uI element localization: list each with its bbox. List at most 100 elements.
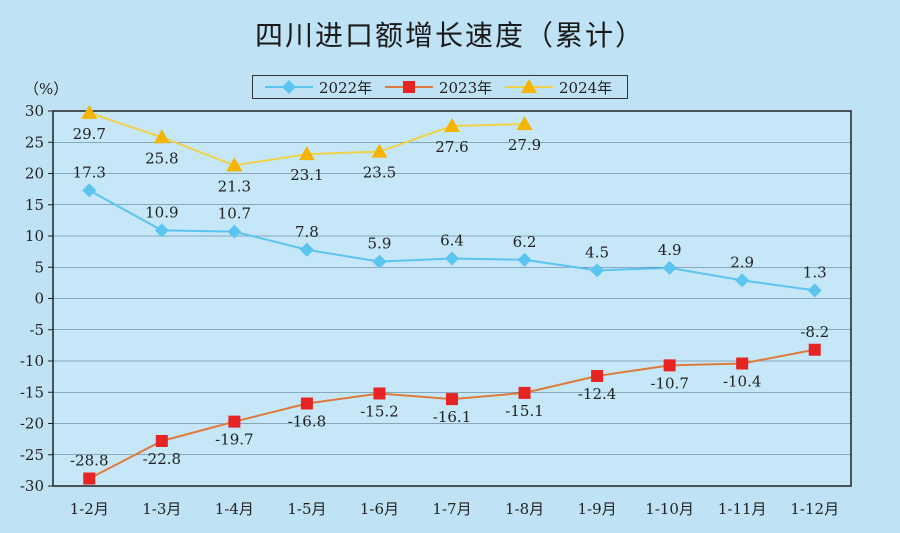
data-point [83, 472, 96, 485]
data-label: -16.1 [433, 408, 471, 426]
data-point [516, 116, 533, 131]
data-label: 21.3 [218, 177, 251, 195]
data-label: 29.7 [73, 125, 106, 143]
data-label: 17.3 [73, 163, 106, 181]
y-tick-label: -5 [29, 321, 44, 339]
x-tick-label: 1-8月 [505, 500, 544, 518]
legend-item: 2023年 [385, 79, 492, 97]
data-point [446, 393, 458, 406]
legend-item: 2022年 [265, 79, 372, 97]
data-label: -10.4 [723, 373, 761, 391]
data-point [372, 254, 387, 269]
data-point [226, 157, 243, 172]
data-label: 23.1 [290, 166, 323, 184]
data-label: -28.8 [70, 452, 108, 470]
data-point [517, 252, 532, 267]
data-label: -10.7 [650, 374, 688, 392]
y-tick-label: -15 [20, 383, 44, 401]
legend-marker [282, 80, 296, 94]
data-point [81, 104, 98, 119]
y-axis-unit-label: （%） [24, 80, 69, 98]
y-tick-label: -30 [20, 477, 44, 495]
y-tick-label: 10 [25, 227, 44, 245]
data-label: 27.9 [508, 136, 541, 154]
data-point [299, 242, 314, 257]
data-point [153, 129, 170, 144]
plot-border [52, 110, 852, 487]
data-label: 10.7 [218, 205, 251, 223]
data-point [445, 251, 459, 266]
y-tick-label: 20 [25, 165, 44, 183]
data-label: 27.6 [435, 138, 468, 156]
data-point [373, 387, 386, 400]
y-tick-label: 15 [25, 196, 44, 214]
data-point [590, 263, 605, 278]
x-tick-label: 1-4月 [215, 500, 254, 518]
y-tick-label: -20 [20, 415, 44, 433]
x-tick-label: 1-6月 [360, 500, 399, 518]
x-tick-label: 1-10月 [645, 500, 694, 518]
data-label: -22.8 [143, 450, 181, 468]
data-point [82, 183, 97, 198]
data-label: 10.9 [145, 203, 178, 221]
data-point [736, 357, 749, 370]
data-point [227, 224, 242, 239]
data-label: 2.9 [730, 253, 754, 271]
data-point [300, 397, 313, 410]
data-point [591, 370, 604, 382]
data-label: 4.5 [585, 243, 609, 261]
series-2023年: -28.8 -22.8 -19.7 -16.8 -15.2 -16.1 -15.1 -12.4… [70, 323, 829, 485]
y-tick-label: -25 [20, 446, 44, 464]
series-2024年: 29.7 25.8 21.3 23.1 23.5 27.6 27.9 [73, 104, 541, 195]
data-label: -16.8 [288, 413, 326, 431]
data-point [371, 143, 388, 158]
legend-marker [403, 81, 415, 93]
data-label: 6.2 [513, 233, 537, 251]
x-tick-label: 1-3月 [142, 500, 181, 518]
y-tick-label: 0 [34, 290, 44, 308]
data-label: 23.5 [363, 164, 396, 182]
data-label: 25.8 [145, 149, 178, 167]
chart-title: 四川进口额增长速度（累计） [254, 19, 645, 52]
y-tick-label: 25 [25, 133, 44, 151]
data-point [663, 359, 676, 372]
data-point [735, 273, 750, 288]
data-point [444, 118, 460, 132]
y-tick-label: 5 [34, 258, 44, 276]
x-tick-label: 1-11月 [718, 500, 767, 518]
data-point [298, 146, 315, 161]
data-label: 6.4 [440, 232, 464, 250]
x-tick-label: 1-7月 [432, 500, 471, 518]
data-point [518, 386, 531, 399]
x-tick-label: 1-9月 [578, 500, 617, 518]
y-tick-label: 30 [25, 102, 44, 120]
legend-item: 2024年 [505, 79, 612, 97]
data-label: -12.4 [578, 385, 616, 403]
series-2022年: 17.3 10.9 10.7 7.8 5.9 6.4 6.2 4.5 4.9 2.9 1.3 [73, 163, 827, 298]
data-point [807, 283, 822, 298]
legend-label: 2023年 [439, 79, 492, 97]
data-point [155, 435, 168, 447]
data-label: -15.2 [360, 403, 398, 421]
y-tick-label: -10 [20, 352, 44, 370]
data-label: -15.1 [505, 402, 543, 420]
data-label: -8.2 [800, 323, 829, 341]
data-label: 4.9 [658, 241, 682, 259]
data-label: 1.3 [803, 263, 827, 281]
data-label: 5.9 [368, 235, 392, 253]
data-point [154, 223, 169, 238]
x-tick-label: 1-5月 [287, 500, 326, 518]
legend: 2022年 2023年 2024年 [252, 75, 628, 99]
data-point [662, 260, 677, 275]
x-tick-label: 1-2月 [70, 500, 109, 518]
legend-marker [521, 79, 537, 93]
legend-label: 2024年 [559, 79, 612, 97]
data-label: -19.7 [215, 431, 253, 449]
data-point [808, 343, 821, 356]
x-tick-label: 1-12月 [790, 500, 839, 518]
data-point [228, 415, 241, 428]
legend-label: 2022年 [319, 79, 372, 97]
data-label: 7.8 [295, 223, 319, 241]
legend-svg: 2022年 2023年 2024年 [265, 79, 612, 97]
